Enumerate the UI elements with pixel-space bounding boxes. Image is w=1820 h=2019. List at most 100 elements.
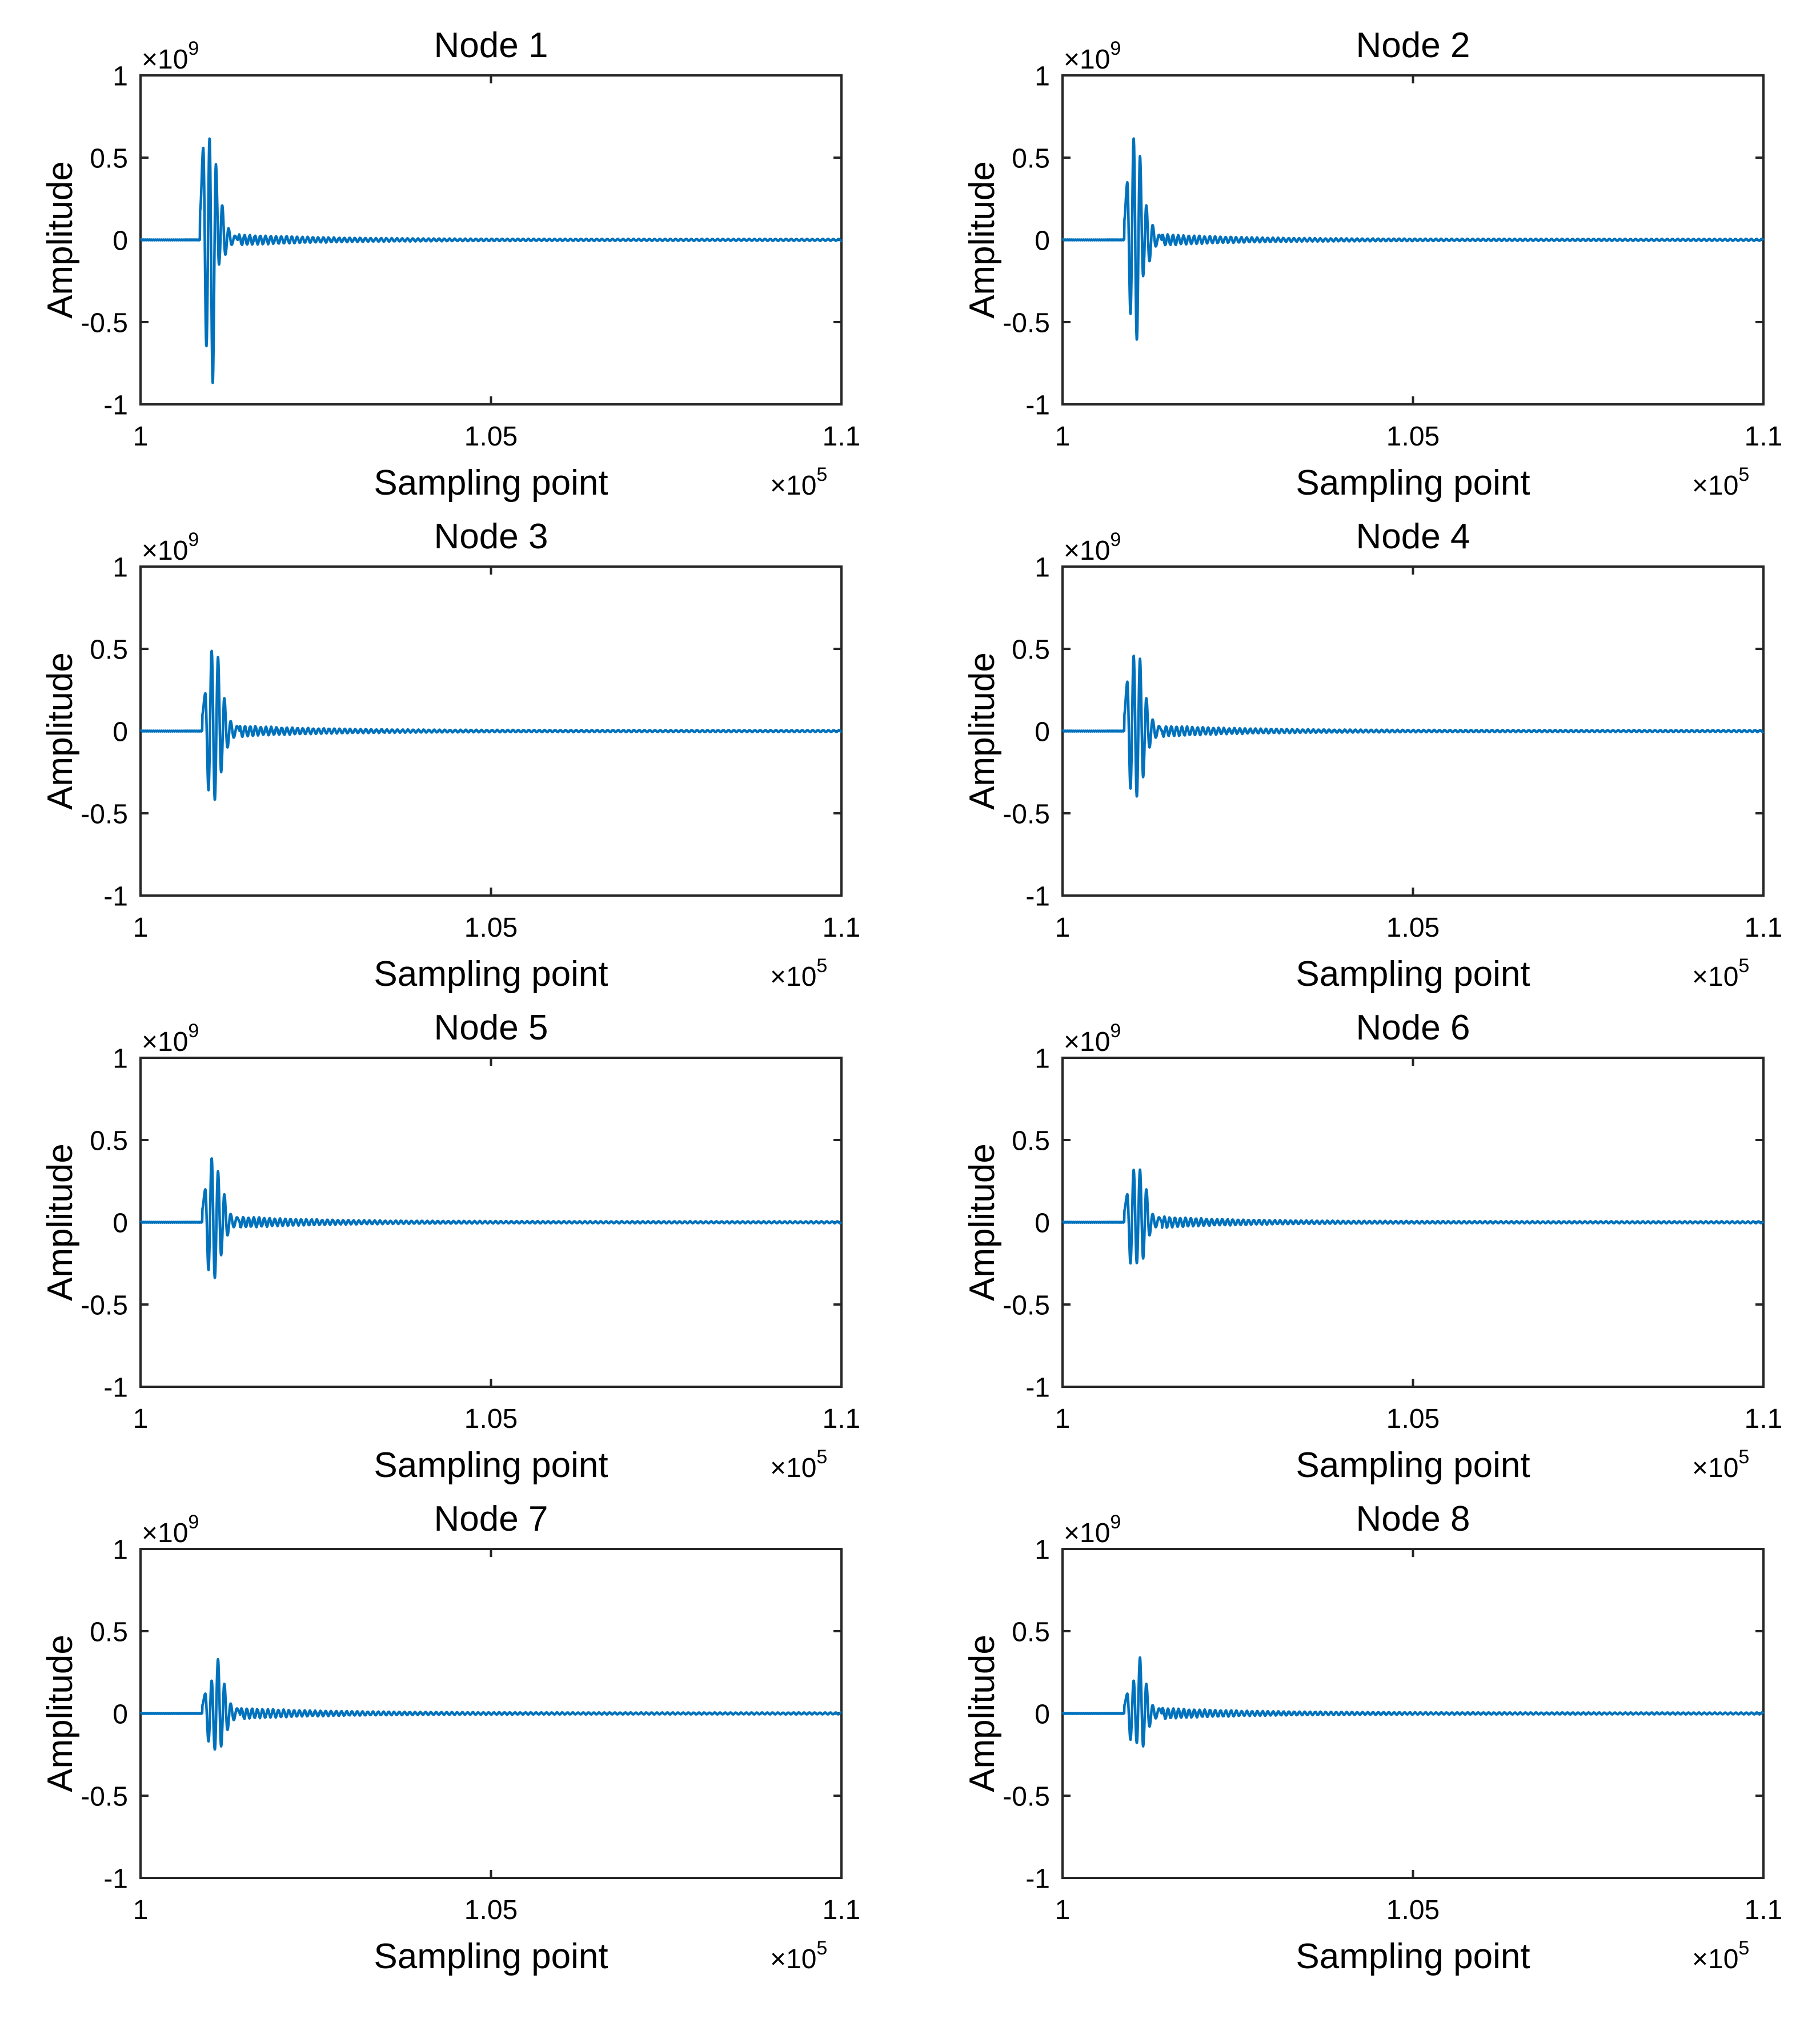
x-tick-label: 1.05 [1386, 1895, 1440, 1925]
y-tick-label: -1 [103, 390, 128, 420]
y-tick-label: -1 [1025, 881, 1050, 912]
y-axis-exponent: ×109 [142, 529, 199, 566]
series-line-node-1 [139, 137, 843, 384]
y-tick-label: 1 [1035, 1535, 1050, 1565]
x-tick-label: 1 [1055, 913, 1071, 943]
y-axis-label: Amplitude [41, 652, 80, 810]
x-axis-exponent: ×105 [770, 955, 827, 992]
x-tick-label: 1 [133, 422, 149, 452]
y-exponent-power: 9 [1110, 529, 1121, 551]
y-exponent-power: 9 [1110, 1020, 1121, 1042]
x-exponent-power: 5 [816, 464, 827, 485]
x-tick-label: 1.05 [464, 913, 518, 943]
x-tick-label: 1 [133, 1895, 149, 1925]
y-axis-label: Amplitude [963, 652, 1002, 810]
y-tick-label: 0.5 [90, 635, 128, 665]
y-tick-label: 0 [113, 1208, 128, 1238]
x-tick-label: 1.1 [823, 913, 861, 943]
x-tick-label: 1.1 [1745, 422, 1783, 452]
y-tick-label: -1 [1025, 1864, 1050, 1894]
y-axis-label: Amplitude [963, 161, 1002, 319]
y-tick-label: 0 [113, 226, 128, 256]
x-axis-label: Sampling point [374, 1937, 608, 1976]
y-tick-label: 1 [113, 1043, 128, 1074]
x-exponent-power: 5 [1738, 1446, 1749, 1468]
y-axis-label: Amplitude [41, 1635, 80, 1792]
y-tick-label: 0 [1035, 1208, 1050, 1238]
y-axis-label: Amplitude [963, 1143, 1002, 1301]
x-tick-label: 1 [1055, 422, 1071, 452]
y-tick-label: -0.5 [81, 1781, 128, 1812]
x-exponent-base: ×10 [1692, 1944, 1738, 1974]
y-tick-label: -0.5 [1003, 1781, 1050, 1812]
y-tick-label: -0.5 [81, 799, 128, 829]
chart-title: Node 1 [434, 26, 548, 65]
y-tick-label: -0.5 [81, 308, 128, 338]
y-tick-label: 1 [113, 552, 128, 583]
x-exponent-power: 5 [1738, 955, 1749, 977]
x-exponent-base: ×10 [1692, 471, 1738, 501]
series-line-node-4 [1061, 655, 1765, 798]
y-tick-label: 0.5 [90, 1617, 128, 1647]
y-exponent-base: ×10 [1064, 1518, 1110, 1548]
x-tick-label: 1 [1055, 1895, 1071, 1925]
x-axis-label: Sampling point [1296, 1937, 1530, 1976]
y-tick-label: 0.5 [1012, 1617, 1050, 1647]
series-line-node-6 [1061, 1168, 1765, 1265]
y-exponent-base: ×10 [142, 536, 188, 566]
x-tick-label: 1.1 [823, 1404, 861, 1434]
y-tick-label: 0.5 [1012, 1126, 1050, 1156]
y-exponent-base: ×10 [1064, 45, 1110, 75]
x-axis-exponent: ×105 [770, 1446, 827, 1483]
x-tick-label: 1.05 [464, 1895, 518, 1925]
y-exponent-power: 9 [188, 38, 199, 59]
series-line-node-7 [139, 1657, 843, 1751]
y-exponent-base: ×10 [1064, 1027, 1110, 1057]
y-tick-label: 1 [1035, 552, 1050, 583]
x-tick-label: 1.05 [464, 422, 518, 452]
chart-title: Node 6 [1356, 1008, 1470, 1047]
x-tick-label: 1 [133, 913, 149, 943]
x-exponent-power: 5 [816, 1937, 827, 1959]
series-line-node-5 [139, 1157, 843, 1279]
y-tick-label: -0.5 [81, 1290, 128, 1320]
x-axis-label: Sampling point [1296, 463, 1530, 503]
chart-title: Node 7 [434, 1499, 548, 1539]
x-axis-label: Sampling point [1296, 954, 1530, 994]
y-tick-label: 0 [1035, 1699, 1050, 1729]
series-line-node-3 [139, 649, 843, 801]
y-exponent-base: ×10 [142, 1027, 188, 1057]
x-tick-label: 1.1 [1745, 913, 1783, 943]
x-exponent-base: ×10 [770, 962, 816, 992]
y-axis-label: Amplitude [41, 161, 80, 319]
y-exponent-power: 9 [188, 1020, 199, 1042]
x-exponent-base: ×10 [770, 1944, 816, 1974]
x-tick-label: 1.05 [1386, 422, 1440, 452]
y-tick-label: 0.5 [90, 1126, 128, 1156]
y-axis-exponent: ×109 [142, 1511, 199, 1548]
y-tick-label: 0 [113, 717, 128, 747]
x-exponent-base: ×10 [770, 1453, 816, 1483]
x-axis-exponent: ×105 [1692, 955, 1749, 992]
y-exponent-power: 9 [1110, 1511, 1121, 1533]
y-tick-label: 0.5 [1012, 635, 1050, 665]
y-tick-label: 1 [113, 1535, 128, 1565]
x-exponent-power: 5 [816, 1446, 827, 1468]
x-axis-exponent: ×105 [1692, 1937, 1749, 1974]
y-tick-label: 1 [113, 61, 128, 91]
x-axis-exponent: ×105 [770, 464, 827, 501]
x-exponent-power: 5 [1738, 1937, 1749, 1959]
y-tick-label: -1 [103, 881, 128, 912]
y-tick-label: -1 [103, 1864, 128, 1894]
x-tick-label: 1.1 [1745, 1895, 1783, 1925]
x-axis-label: Sampling point [374, 954, 608, 994]
chart-title: Node 5 [434, 1008, 548, 1047]
